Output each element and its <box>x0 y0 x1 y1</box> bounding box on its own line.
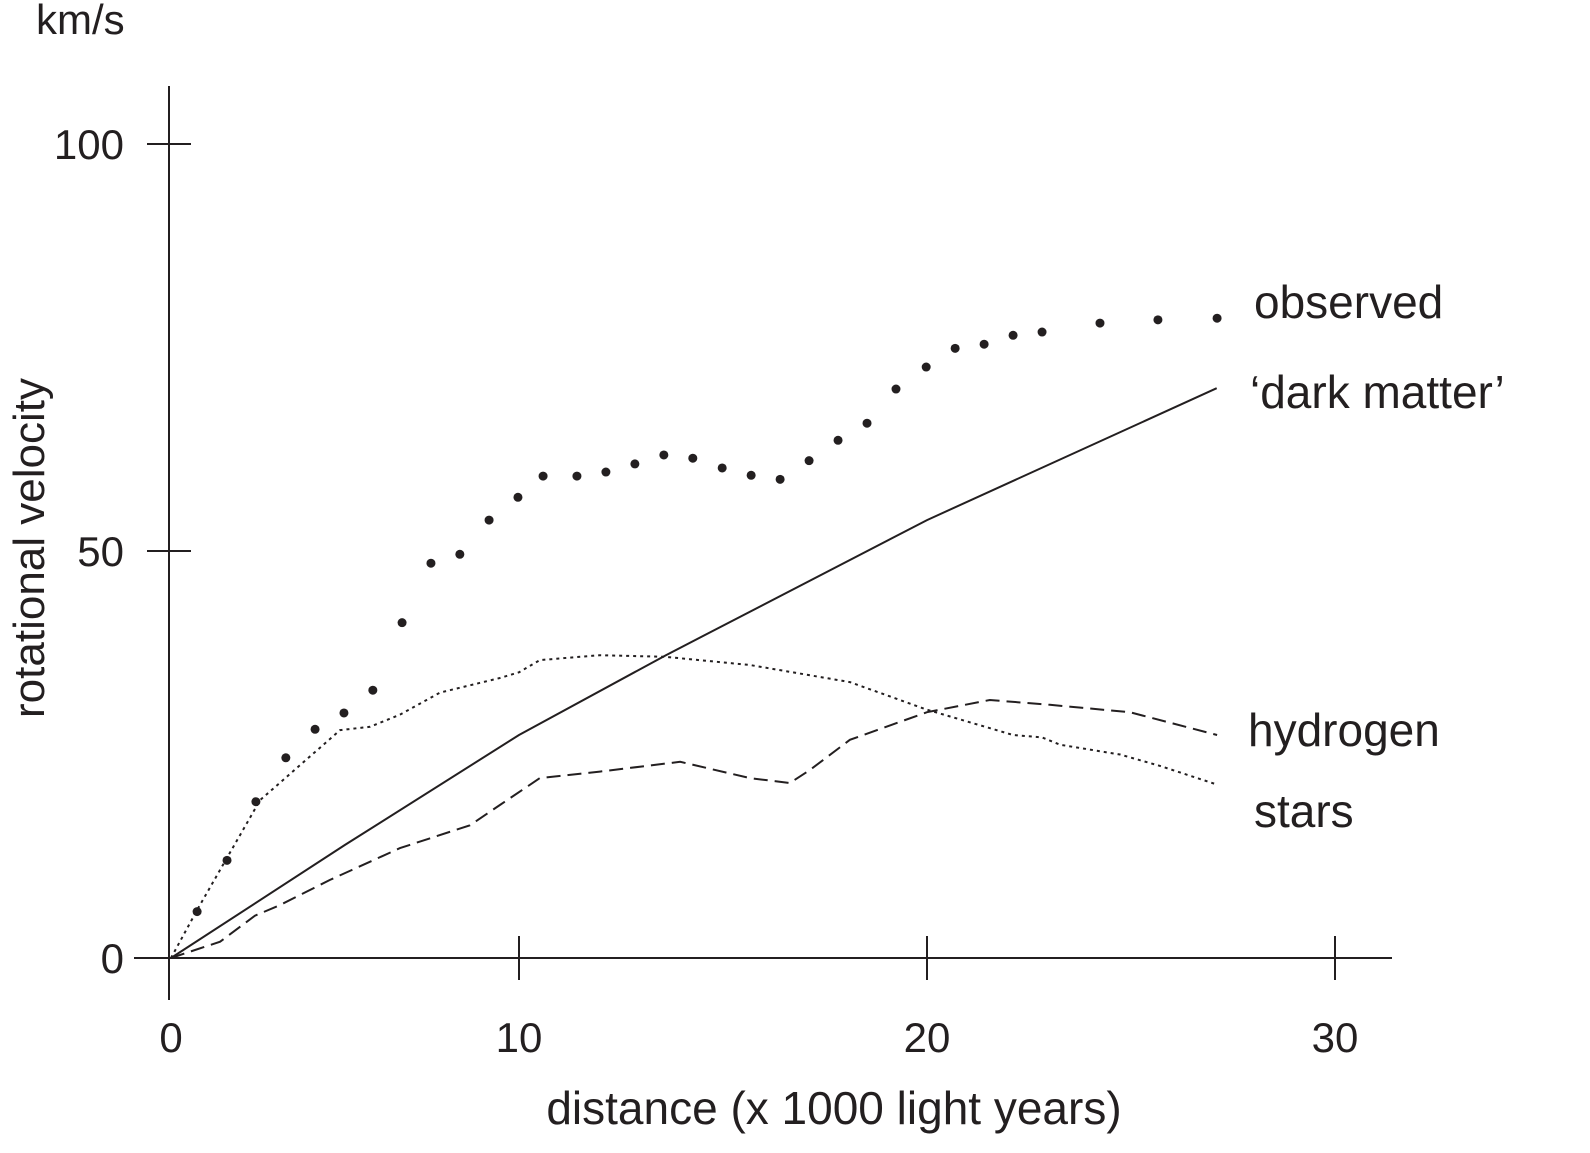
y-axis-label: rotational velocity <box>5 378 54 718</box>
observed-point <box>1095 318 1105 328</box>
hydrogen-line <box>170 698 1218 959</box>
observed-point <box>630 459 640 469</box>
observed-point <box>804 456 814 466</box>
x-tick-label: 20 <box>904 1014 951 1061</box>
observed-point <box>950 343 960 353</box>
hydrogen-label: hydrogen <box>1248 704 1440 756</box>
y-tick-label: 50 <box>77 528 124 575</box>
observed-point <box>1037 327 1047 337</box>
dark-matter-line <box>170 387 1218 959</box>
observed-point <box>538 471 548 481</box>
observed-point <box>222 855 232 865</box>
observed-point <box>746 470 756 480</box>
observed-point <box>921 362 931 372</box>
observed-point <box>310 724 320 734</box>
observed-point <box>979 339 989 349</box>
observed-point <box>775 474 785 484</box>
observed-point <box>484 515 494 525</box>
observed-point <box>192 907 202 917</box>
observed-point <box>659 450 669 460</box>
observed-point <box>513 492 523 502</box>
observed-point <box>572 471 582 481</box>
dark-matter-label: ‘dark matter’ <box>1250 366 1505 418</box>
x-tick-label: 10 <box>496 1014 543 1061</box>
stars-line <box>170 654 1218 959</box>
observed-point <box>833 435 843 445</box>
observed-point <box>717 463 727 473</box>
observed-point <box>891 384 901 394</box>
x-tick-label: 30 <box>1312 1014 1359 1061</box>
y-tick-label: 100 <box>54 121 124 168</box>
observed-point <box>426 558 436 568</box>
unit-label: km/s <box>36 0 125 43</box>
observed-label: observed <box>1254 276 1443 328</box>
observed-point <box>251 797 261 807</box>
observed-point <box>1153 315 1163 325</box>
x-axis-label: distance (x 1000 light years) <box>546 1082 1121 1134</box>
observed-point <box>397 618 407 628</box>
y-tick-label: 0 <box>101 935 124 982</box>
observed-point <box>1212 313 1222 323</box>
observed-point <box>368 685 378 695</box>
x-tick-label: 0 <box>159 1014 182 1061</box>
stars-label: stars <box>1254 785 1354 837</box>
observed-point <box>601 467 611 477</box>
observed-point <box>339 708 349 718</box>
observed-point <box>455 549 465 559</box>
observed-point <box>688 453 698 463</box>
observed-point <box>281 753 291 763</box>
observed-point <box>862 418 872 428</box>
observed-point <box>1008 330 1018 340</box>
